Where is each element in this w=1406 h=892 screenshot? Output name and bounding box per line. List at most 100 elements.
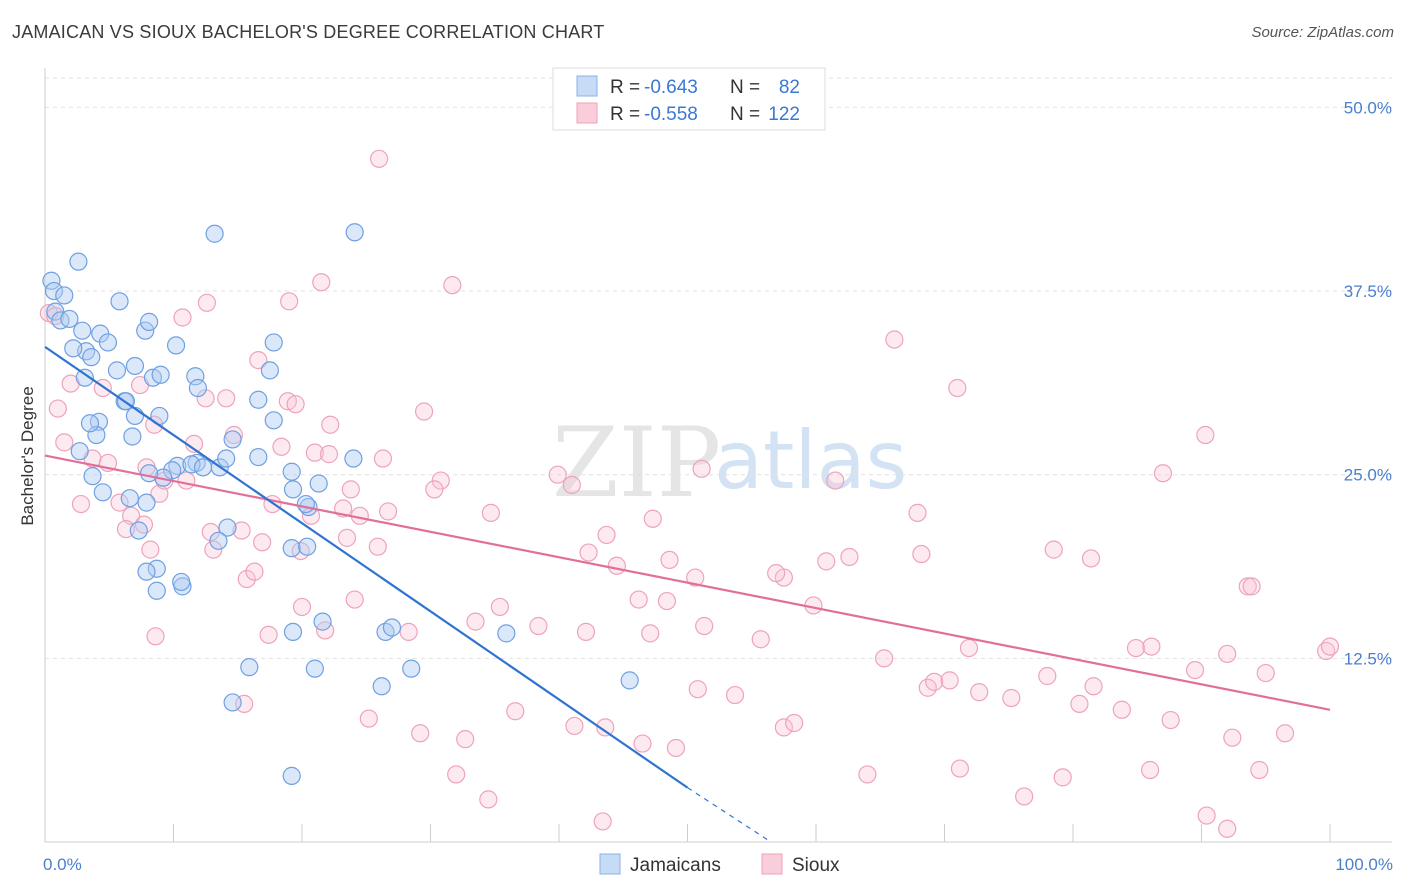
jamaican-point xyxy=(402,659,421,678)
jamaican-point xyxy=(264,333,283,352)
bottom-legend-pink-swatch xyxy=(761,853,783,875)
legend-box: R = -0.643 N = 82 R = -0.558 N = 122 xyxy=(552,67,826,131)
sioux-point xyxy=(660,550,679,570)
y-tick-label: 12.5% xyxy=(1344,649,1392,668)
sioux-point xyxy=(490,597,509,617)
sioux-point xyxy=(1153,464,1173,483)
sioux-point xyxy=(633,734,652,753)
jamaican-point xyxy=(83,467,102,486)
jamaican-point xyxy=(249,390,268,409)
sioux-point xyxy=(925,672,944,691)
jamaican-point xyxy=(46,302,65,321)
jamaican-point xyxy=(497,624,516,643)
jamaican-point xyxy=(217,449,236,468)
sioux-point xyxy=(1084,677,1103,696)
jamaican-point xyxy=(240,658,259,677)
sioux-point xyxy=(767,564,786,583)
sioux-point xyxy=(826,471,845,490)
sioux-point xyxy=(232,521,251,540)
jamaican-point xyxy=(125,406,145,426)
watermark-zip: ZIP xyxy=(552,407,721,519)
sioux-point xyxy=(141,540,160,559)
sioux-point xyxy=(1081,549,1101,568)
jamaican-point xyxy=(313,612,332,631)
tick-labels: 12.5% 25.0% 37.5% 50.0% 0.0% 100.0% xyxy=(43,98,1393,874)
jamaican-point xyxy=(249,447,268,467)
sioux-point xyxy=(253,533,272,552)
jamaican-point xyxy=(188,378,208,398)
sioux-point xyxy=(1044,540,1063,559)
sioux-point xyxy=(506,702,525,721)
sioux-point xyxy=(345,590,364,609)
jamaican-point xyxy=(282,539,301,558)
legend-pink-n-value: 122 xyxy=(768,104,800,125)
sioux-point xyxy=(370,149,389,168)
sioux-point xyxy=(173,308,192,327)
bottom-legend-jamaicans: Jamaicans xyxy=(630,855,721,876)
sioux-point xyxy=(597,525,616,545)
sioux-point xyxy=(970,683,989,702)
legend-pink-r-label: R = xyxy=(610,104,640,125)
sioux-point xyxy=(312,273,331,292)
sioux-point xyxy=(1015,787,1034,806)
axes xyxy=(44,68,1392,843)
sioux-point xyxy=(912,544,931,564)
jamaican-point xyxy=(137,493,156,512)
sioux-point xyxy=(751,630,770,649)
sioux-point xyxy=(110,493,129,512)
sioux-point xyxy=(1142,637,1161,656)
sioux-point xyxy=(1053,768,1072,787)
sioux-point xyxy=(1070,694,1089,713)
jamaican-point xyxy=(44,281,64,301)
jamaican-point xyxy=(139,312,159,331)
sioux-point xyxy=(948,378,967,398)
bottom-legend-blue-swatch xyxy=(599,853,621,875)
jamaican-point xyxy=(93,483,112,502)
sioux-point xyxy=(858,765,877,784)
jamaican-point xyxy=(110,292,129,311)
sioux-point xyxy=(1161,710,1180,730)
sioux-point xyxy=(196,389,215,408)
sioux-point xyxy=(666,738,686,758)
sioux-point xyxy=(411,724,430,743)
sioux-point xyxy=(305,443,324,462)
sioux-point xyxy=(146,627,165,646)
jamaican-point xyxy=(372,677,391,696)
sioux-point xyxy=(479,790,498,809)
sioux-point xyxy=(725,685,745,705)
jamaican-point xyxy=(218,518,237,537)
sioux-point xyxy=(817,552,836,571)
jamaican-point xyxy=(147,559,166,578)
x-tick-label: 100.0% xyxy=(1335,855,1393,874)
sioux-point xyxy=(695,616,714,636)
sioux-point xyxy=(1126,638,1146,658)
sioux-point xyxy=(1238,577,1257,596)
jamaican-point xyxy=(186,367,205,386)
jamaican-point xyxy=(98,333,118,352)
sioux-point xyxy=(71,494,91,514)
sioux-point xyxy=(373,449,393,468)
sioux-point xyxy=(785,713,804,733)
jamaican-point xyxy=(69,252,88,271)
legend-blue-n-label: N = xyxy=(730,77,760,98)
jamaican-point xyxy=(137,562,156,581)
watermark-atlas: atlas xyxy=(714,414,907,507)
jamaican-point xyxy=(283,480,303,499)
sioux-point xyxy=(579,543,598,562)
sioux-point xyxy=(319,445,339,464)
sioux-point xyxy=(593,812,612,831)
sioux-point xyxy=(237,569,256,589)
sioux-point xyxy=(629,590,648,609)
sioux-point xyxy=(940,671,959,690)
jamaican-point xyxy=(151,365,170,384)
sioux-point xyxy=(1242,577,1261,596)
jamaican-point xyxy=(120,489,139,508)
sioux-point xyxy=(529,616,548,636)
sioux-point xyxy=(1256,663,1275,683)
sioux-points xyxy=(39,149,1340,838)
jamaican-trend-extension xyxy=(687,787,772,843)
sioux-point xyxy=(1002,688,1021,708)
jamaican-point xyxy=(264,411,283,430)
sioux-point xyxy=(1223,728,1242,747)
